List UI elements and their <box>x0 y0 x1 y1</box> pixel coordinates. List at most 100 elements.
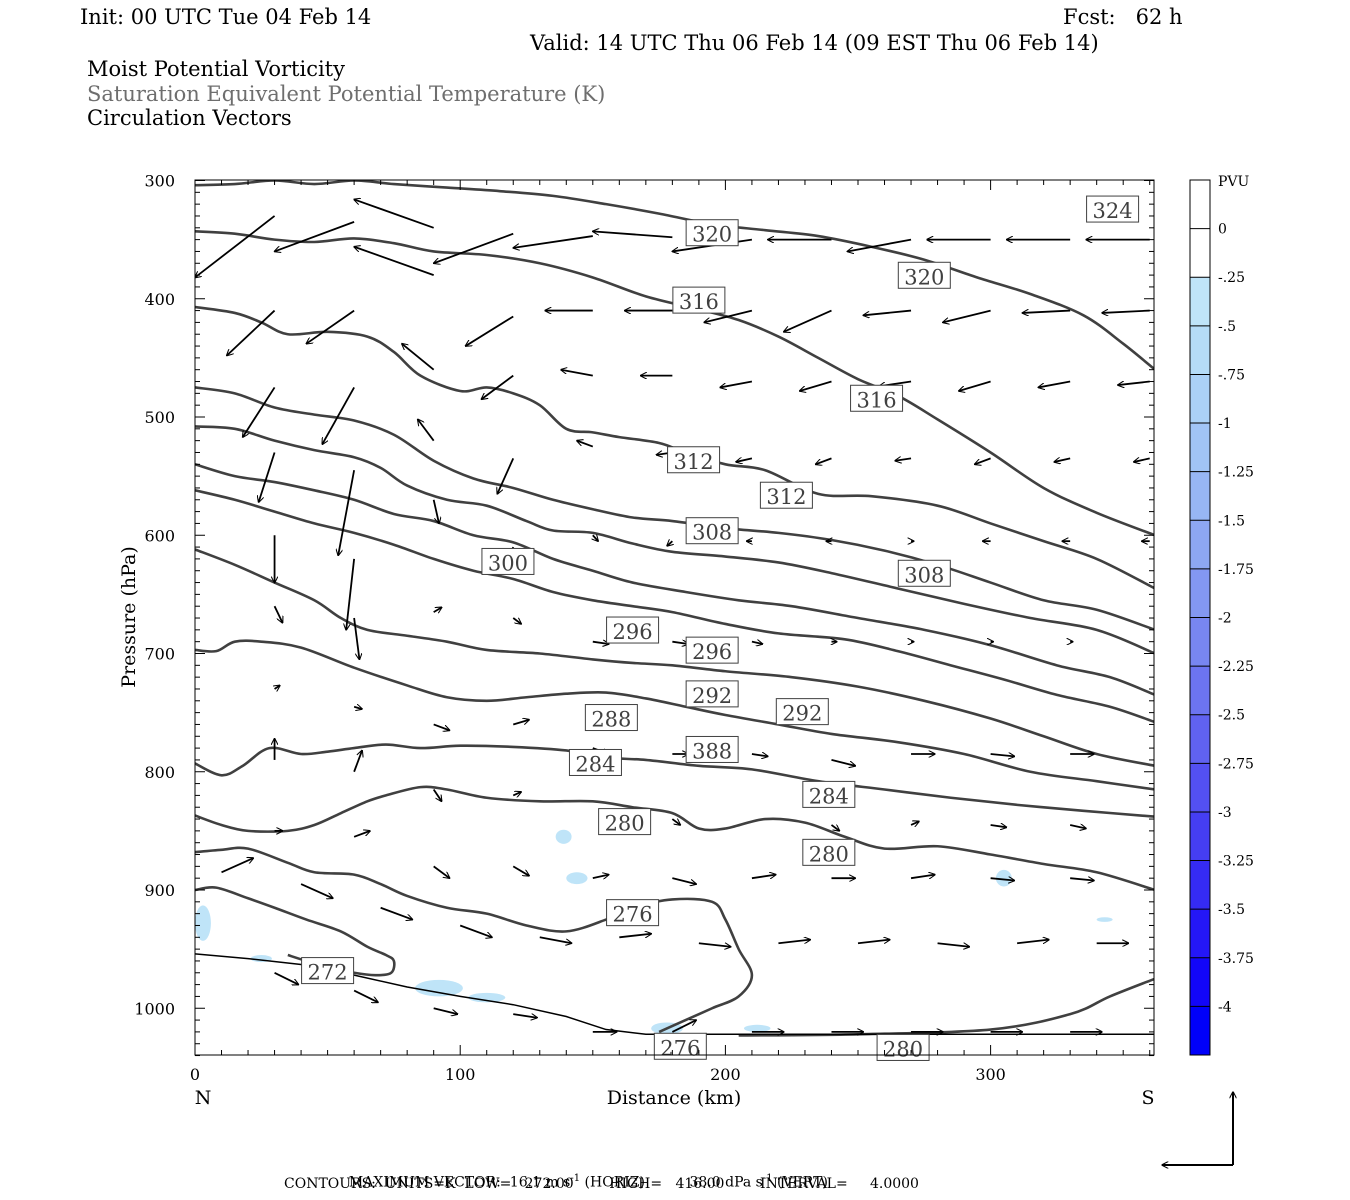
colorbar-swatch <box>1190 957 1210 1007</box>
circulation-vector <box>619 934 651 939</box>
colorbar-label: -3.25 <box>1218 854 1254 870</box>
field-title-theta: Saturation Equivalent Potential Temperat… <box>87 82 606 106</box>
circulation-vector <box>354 247 434 276</box>
colorbar-swatch <box>1190 763 1210 813</box>
theta-contour-line <box>195 305 1154 590</box>
circulation-vector <box>512 865 529 875</box>
theta-contours <box>195 180 1154 1037</box>
theta-contour-line <box>738 977 1154 1037</box>
contour-label-box <box>775 698 829 726</box>
y-tick-label: 300 <box>144 172 175 191</box>
field-title-vectors: Circulation Vectors <box>87 106 292 130</box>
y-tick-label: 500 <box>144 408 175 427</box>
contour-label-box <box>672 286 726 314</box>
pv-colorbar: 0 -.25 -.5 -.75 -1 -1.25 -1.5 -1.75 -2 -2.25 -2.5 -… <box>1189 179 1254 1056</box>
circulation-vector <box>751 642 763 644</box>
contours-info-line: CONTOURS: UNITS=K LOW= 272.00 HIGH= 416.… <box>284 1176 919 1192</box>
contour-label: 284 <box>809 784 849 808</box>
contour-label-box <box>802 780 856 808</box>
circulation-vector <box>577 441 594 448</box>
circulation-vector <box>221 858 254 874</box>
contour-label: 272 <box>308 961 348 985</box>
x-left-label-north: N <box>195 1087 212 1109</box>
colorbar-swatch <box>1190 568 1210 618</box>
colorbar-label: -.75 <box>1218 367 1245 383</box>
contour-label: 320 <box>904 265 944 289</box>
contour-label-box <box>568 748 622 776</box>
pv-shading <box>195 829 1113 1035</box>
contour-label: 320 <box>692 223 732 247</box>
circulation-vector <box>778 940 810 945</box>
circulation-vector <box>1118 380 1150 386</box>
colorbar-label: -4 <box>1218 999 1232 1015</box>
vert-max-value: 38.0 dPa s <box>689 1174 763 1191</box>
contour-label: 308 <box>692 521 732 545</box>
contour-label-box <box>667 446 721 474</box>
reference-vector-icon <box>1162 1092 1233 1165</box>
theta-contour-line <box>195 386 1154 631</box>
colorbar-swatch <box>1190 617 1210 667</box>
contour-label: 292 <box>782 702 822 726</box>
circulation-vector <box>275 221 355 252</box>
circulation-vector <box>497 458 515 493</box>
circulation-vector <box>1054 458 1071 462</box>
x-tick-label: 100 <box>445 1065 476 1084</box>
circulation-vector <box>300 883 333 898</box>
ground-line <box>195 953 1154 1036</box>
circulation-vector <box>704 309 753 323</box>
circulation-vector <box>671 818 680 825</box>
colorbar-swatch <box>1190 277 1210 327</box>
contour-label-box <box>584 704 638 732</box>
contour-labels: 320 320 324 316 316 312 312 308 308 300 296 296 292 2… <box>301 195 1140 1061</box>
circulation-vector <box>990 754 1015 756</box>
x-right-label-south: S <box>1141 1087 1154 1109</box>
pv-shade-blob <box>743 1024 771 1032</box>
circulation-vector <box>432 788 442 801</box>
circulation-vector <box>800 380 832 391</box>
circulation-vector <box>698 942 731 947</box>
colorbar-swatch <box>1190 180 1210 230</box>
contour-label-box <box>850 384 904 412</box>
theta-contour-line <box>195 846 754 1034</box>
circulation-vector <box>975 457 991 464</box>
circulation-vector <box>418 419 435 442</box>
contour-label-box <box>606 899 660 927</box>
contour-label: 312 <box>766 485 806 509</box>
circulation-vector <box>346 558 356 630</box>
pv-shade-blob <box>195 905 211 941</box>
circulation-vector <box>830 824 839 831</box>
circulation-vector <box>592 642 609 644</box>
contour-label: 280 <box>883 1037 923 1061</box>
plot-frame <box>194 179 1155 1056</box>
circulation-vector <box>1017 940 1049 945</box>
contour-label: 296 <box>613 620 653 644</box>
contour-label: 316 <box>679 290 719 314</box>
circulation-vector <box>1070 878 1094 880</box>
circulation-vector <box>433 865 450 878</box>
circulation-vector <box>672 877 696 884</box>
contour-label-box <box>685 219 739 247</box>
circulation-vector <box>816 457 832 464</box>
circulation-vector <box>736 458 753 462</box>
colorbar-label: 0 <box>1218 222 1227 238</box>
terrain-line <box>195 953 1154 1036</box>
axes: 300 400 500 600 700 800 900 1000 0 100 200 300 <box>134 172 1154 1084</box>
circulation-vector <box>513 1013 537 1018</box>
colorbar-swatch <box>1190 228 1210 278</box>
circulation-vector <box>354 199 434 229</box>
theta-contour-line <box>195 425 1154 655</box>
max-vector-label: MAXIMUM VECTOR: <box>348 1174 501 1191</box>
colorbar-label: -3.75 <box>1218 951 1254 967</box>
contour-label-box <box>301 957 355 985</box>
circulation-vector <box>937 942 970 947</box>
forecast-hour: Fcst: 62 h <box>1063 5 1183 29</box>
x-axis-label: Distance (km) <box>607 1087 742 1109</box>
contour-label: 276 <box>660 1036 700 1060</box>
contour-label-box <box>685 636 739 664</box>
circulation-vector <box>895 458 912 460</box>
colorbar-label: -1 <box>1218 416 1232 432</box>
colorbar-label: -1.25 <box>1218 465 1254 481</box>
colorbar-label: -2.25 <box>1218 659 1254 675</box>
circulation-vector <box>433 1007 458 1014</box>
y-tick-label: 400 <box>144 290 175 309</box>
